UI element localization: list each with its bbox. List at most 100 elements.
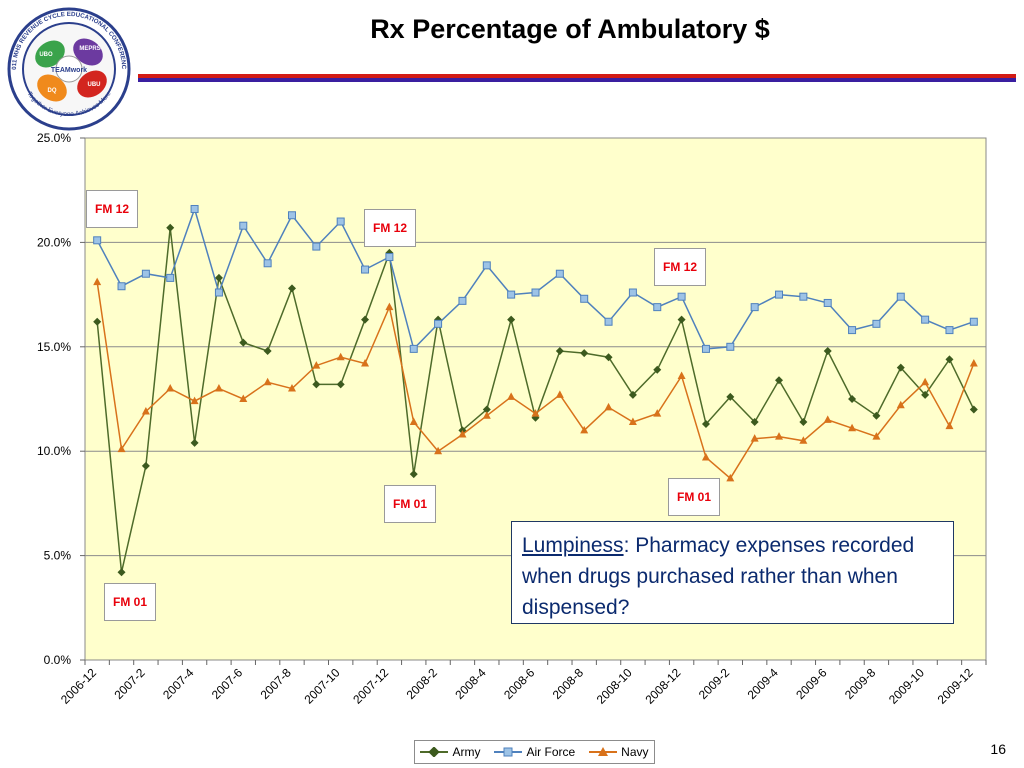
data-point-air-force xyxy=(969,317,978,326)
legend-air-force-label: Air Force xyxy=(526,745,576,759)
data-point-air-force xyxy=(896,292,905,301)
data-point-army xyxy=(921,390,930,399)
data-point-air-force xyxy=(531,288,540,297)
legend-item-army: Army xyxy=(420,745,480,759)
data-point-navy xyxy=(141,407,150,415)
data-point-air-force xyxy=(287,211,296,220)
data-point-navy xyxy=(726,473,735,482)
data-point-army xyxy=(263,346,272,355)
x-tick-label: 2007-10 xyxy=(302,665,343,706)
data-point-army xyxy=(117,568,126,577)
x-tick-label: 2008-8 xyxy=(550,665,587,702)
callout-text: : Pharmacy expenses recorded when drugs … xyxy=(522,534,915,619)
data-point-army xyxy=(239,338,248,347)
data-point-air-force xyxy=(507,290,516,299)
data-point-army xyxy=(969,405,978,414)
data-point-navy xyxy=(628,417,637,425)
data-point-navy xyxy=(921,377,930,386)
data-point-navy xyxy=(775,432,784,440)
title-divider-blue xyxy=(138,78,1016,82)
x-tick-label: 2009-4 xyxy=(745,665,782,702)
data-point-air-force xyxy=(580,294,589,303)
data-point-navy xyxy=(896,400,905,409)
x-tick-label: 2009-12 xyxy=(935,665,976,706)
x-tick-label: 2007-4 xyxy=(160,665,197,702)
data-point-air-force xyxy=(93,236,102,245)
logo-center-text: TEAMwork xyxy=(51,67,87,74)
data-point-army xyxy=(823,346,832,355)
data-point-army xyxy=(896,363,905,372)
data-point-air-force xyxy=(848,326,857,335)
data-point-army xyxy=(190,438,199,447)
x-tick-label: 2007-2 xyxy=(111,665,148,702)
data-point-army xyxy=(628,390,637,399)
data-point-air-force xyxy=(555,269,564,278)
data-point-army xyxy=(701,420,710,429)
lumpiness-callout: Lumpiness: Pharmacy expenses recorded wh… xyxy=(511,521,954,624)
data-point-air-force xyxy=(677,292,686,301)
x-tick-label: 2008-2 xyxy=(404,665,441,702)
data-point-army xyxy=(312,380,321,389)
data-point-air-force xyxy=(117,282,126,291)
data-point-navy xyxy=(409,417,418,425)
data-point-air-force xyxy=(872,319,881,328)
data-point-navy xyxy=(531,409,540,417)
data-point-air-force xyxy=(921,315,930,324)
x-tick-label: 2009-2 xyxy=(696,665,733,702)
hand-orange-icon xyxy=(37,74,67,102)
data-point-navy xyxy=(604,402,613,411)
data-point-army xyxy=(580,349,589,358)
x-tick-label: 2008-6 xyxy=(501,665,538,702)
data-point-air-force xyxy=(385,253,394,262)
data-point-army xyxy=(287,284,296,293)
data-point-air-force xyxy=(409,344,418,353)
data-point-air-force xyxy=(141,269,150,278)
x-tick-label: 2009-6 xyxy=(793,665,830,702)
data-point-army xyxy=(848,395,857,403)
legend-navy-label: Navy xyxy=(621,745,649,759)
data-point-navy xyxy=(555,390,564,398)
data-point-navy xyxy=(361,359,370,367)
x-tick-label: 2008-4 xyxy=(452,665,489,702)
annotation-fm12-a: FM 12 xyxy=(86,190,138,228)
y-tick-label: 0.0% xyxy=(44,653,72,667)
data-point-navy xyxy=(677,371,686,380)
data-point-army xyxy=(750,417,759,426)
legend-army-swatch-icon xyxy=(420,747,449,757)
x-tick-label: 2009-8 xyxy=(842,665,879,702)
data-point-navy xyxy=(93,277,102,286)
data-point-army xyxy=(945,355,954,364)
data-point-army xyxy=(361,315,370,324)
hand-green-icon xyxy=(35,40,65,68)
data-point-navy xyxy=(336,352,345,361)
legend-army-label: Army xyxy=(452,745,481,759)
data-point-navy xyxy=(848,423,857,432)
data-point-navy xyxy=(750,434,759,442)
data-point-air-force xyxy=(263,259,272,268)
y-tick-label: 5.0% xyxy=(44,549,72,563)
data-point-navy xyxy=(263,377,272,386)
data-point-navy xyxy=(945,421,954,430)
data-point-air-force xyxy=(239,221,248,230)
data-point-navy xyxy=(580,425,589,434)
data-point-army xyxy=(726,392,735,401)
data-point-army xyxy=(604,353,613,362)
data-point-army xyxy=(409,470,418,479)
data-point-air-force xyxy=(701,344,710,353)
y-tick-label: 10.0% xyxy=(37,444,71,458)
data-point-navy xyxy=(385,302,394,311)
annotation-fm01-a: FM 01 xyxy=(384,485,436,523)
data-point-navy xyxy=(166,384,175,392)
data-point-army xyxy=(166,223,175,232)
data-point-air-force xyxy=(166,273,175,282)
callout-term: Lumpiness xyxy=(522,534,624,557)
x-tick-label: 2006-12 xyxy=(58,665,99,706)
page-title: Rx Percentage of Ambulatory $ xyxy=(370,14,770,44)
data-point-navy xyxy=(214,384,223,392)
rx-percentage-line-chart: 0.0% 5.0% 10.0% 15.0% 20.0% 25.0% 2006-12 2007-… xyxy=(37,131,987,707)
data-point-air-force xyxy=(604,317,613,326)
data-point-army xyxy=(482,405,491,414)
annotation-fm12-b: FM 12 xyxy=(364,209,416,247)
data-point-air-force xyxy=(628,288,637,297)
page-number: 16 xyxy=(990,741,1006,757)
